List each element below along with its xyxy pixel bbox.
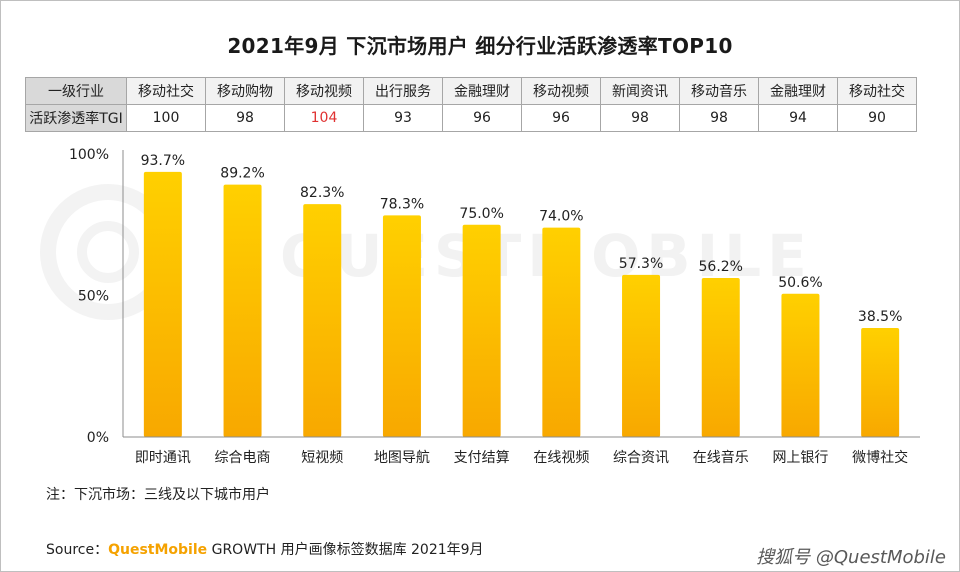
source-text: GROWTH 用户画像标签数据库 2021年9月 (207, 542, 484, 558)
y-axis: 0% 50% 100% (69, 147, 124, 446)
bar-value-label: 50.6% (778, 275, 822, 291)
industry-cell: 移动社交 (837, 77, 917, 105)
y-tick-label: 0% (87, 430, 109, 446)
industry-cell: 出行服务 (363, 77, 443, 105)
industry-cell: 金融理财 (442, 77, 522, 105)
bar-value-label: 56.2% (699, 259, 743, 275)
bar-value-label: 38.5% (858, 309, 902, 325)
bar-value-label: 57.3% (619, 256, 663, 272)
industry-cell: 新闻资讯 (600, 77, 680, 105)
tgi-cell: 98 (600, 104, 680, 132)
x-category-label: 在线视频 (533, 450, 589, 466)
source-line: Source：QuestMobile GROWTH 用户画像标签数据库 2021… (46, 539, 484, 559)
x-category-label: 地图导航 (374, 450, 430, 466)
bar (622, 274, 661, 437)
tgi-cell: 94 (758, 104, 838, 132)
source-prefix: Source： (46, 542, 109, 558)
industry-cell: 金融理财 (758, 77, 838, 105)
x-category-label: 在线音乐 (693, 449, 749, 466)
x-category-label: 网上银行 (772, 450, 828, 466)
tgi-cell: 93 (363, 104, 443, 132)
bar (781, 293, 820, 437)
tgi-cell: 100 (126, 104, 206, 132)
bar-value-label: 93.7% (141, 153, 185, 169)
bar-value-label: 74.0% (539, 209, 583, 225)
tgi-cell-highlight: 104 (284, 104, 364, 132)
industry-cell: 移动音乐 (679, 77, 759, 105)
x-category-label: 综合资讯 (613, 450, 669, 466)
bar (462, 224, 501, 437)
y-tick-label: 100% (69, 147, 109, 163)
tgi-cell: 98 (205, 104, 285, 132)
x-category-label: 微博社交 (852, 449, 908, 466)
y-tick-label: 50% (78, 289, 109, 305)
bar-value-label: 89.2% (220, 166, 264, 182)
chart-title: 2021年9月 下沉市场用户 细分行业活跃渗透率TOP10 (227, 34, 733, 58)
tgi-table: 一级行业 移动社交 移动购物 移动视频 出行服务 金融理财 移动视频 新闻资讯 … (25, 77, 917, 132)
x-category-label: 短视频 (301, 450, 343, 466)
bar (303, 204, 342, 437)
industry-row-label: 一级行业 (25, 77, 127, 105)
tgi-cell: 96 (521, 104, 601, 132)
footnote: 注：下沉市场：三线及以下城市用户 (46, 487, 270, 503)
bar-value-label: 75.0% (459, 206, 503, 222)
source-brand: QuestMobile (108, 542, 208, 558)
bar-value-label: 82.3% (300, 185, 344, 201)
bars: 93.7% 89.2% 82.3% 78.3% 75.0% 74.0% 57.3% 56.2%… (141, 153, 902, 438)
bar (143, 171, 182, 438)
bar (861, 328, 900, 437)
tgi-cell: 96 (442, 104, 522, 132)
x-category-label: 支付结算 (454, 450, 510, 466)
sohu-credit: 搜狐号 @QuestMobile (756, 547, 946, 568)
x-axis: 即时通讯 综合电商 短视频 地图导航 支付结算 在线视频 综合资讯 在线音乐 网上银行 微博社交 (123, 436, 920, 466)
x-category-label: 即时通讯 (135, 450, 191, 466)
tgi-cell: 90 (837, 104, 917, 132)
bar-value-label: 78.3% (380, 196, 424, 212)
industry-cell: 移动视频 (521, 77, 601, 105)
tgi-row-label: 活跃渗透率TGI (25, 104, 127, 132)
tgi-row: 活跃渗透率TGI 100 98 104 93 96 96 98 98 94 90 (25, 104, 917, 132)
bar (382, 215, 421, 437)
industry-cell: 移动社交 (126, 77, 206, 105)
industry-row: 一级行业 移动社交 移动购物 移动视频 出行服务 金融理财 移动视频 新闻资讯 … (25, 77, 917, 105)
bar (223, 184, 262, 437)
bar (701, 277, 740, 437)
x-category-label: 综合电商 (215, 450, 271, 466)
tgi-cell: 98 (679, 104, 759, 132)
industry-cell: 移动视频 (284, 77, 364, 105)
bar (542, 227, 581, 437)
